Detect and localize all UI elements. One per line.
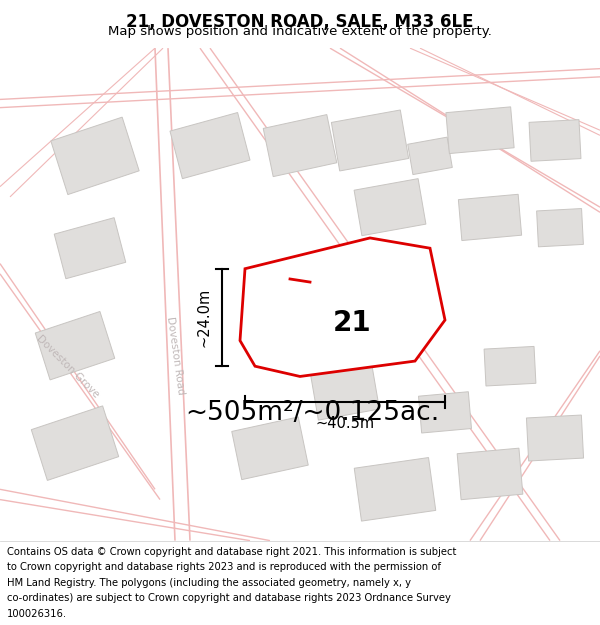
Polygon shape xyxy=(170,112,250,179)
Text: ~24.0m: ~24.0m xyxy=(197,288,212,347)
Polygon shape xyxy=(263,114,337,177)
Polygon shape xyxy=(331,110,409,171)
Polygon shape xyxy=(419,392,472,433)
Polygon shape xyxy=(526,415,584,461)
Polygon shape xyxy=(529,119,581,161)
Polygon shape xyxy=(311,364,379,420)
Text: Contains OS data © Crown copyright and database right 2021. This information is : Contains OS data © Crown copyright and d… xyxy=(7,546,457,556)
Polygon shape xyxy=(484,346,536,386)
Text: HM Land Registry. The polygons (including the associated geometry, namely x, y: HM Land Registry. The polygons (includin… xyxy=(7,578,411,587)
Text: 100026316.: 100026316. xyxy=(7,609,67,619)
Text: to Crown copyright and database rights 2023 and is reproduced with the permissio: to Crown copyright and database rights 2… xyxy=(7,562,441,572)
Polygon shape xyxy=(240,238,445,376)
Polygon shape xyxy=(354,179,426,236)
Polygon shape xyxy=(35,311,115,380)
Text: ~505m²/~0.125ac.: ~505m²/~0.125ac. xyxy=(185,399,439,426)
Text: Doveston Road: Doveston Road xyxy=(164,316,185,396)
Polygon shape xyxy=(446,107,514,154)
Polygon shape xyxy=(232,417,308,479)
Polygon shape xyxy=(354,458,436,521)
Text: 21, DOVESTON ROAD, SALE, M33 6LE: 21, DOVESTON ROAD, SALE, M33 6LE xyxy=(126,14,474,31)
Text: 21: 21 xyxy=(333,309,372,337)
Text: Map shows position and indicative extent of the property.: Map shows position and indicative extent… xyxy=(108,24,492,38)
Text: ~40.5m: ~40.5m xyxy=(316,416,374,431)
Polygon shape xyxy=(51,117,139,194)
Polygon shape xyxy=(457,448,523,500)
Polygon shape xyxy=(31,406,119,481)
Text: co-ordinates) are subject to Crown copyright and database rights 2023 Ordnance S: co-ordinates) are subject to Crown copyr… xyxy=(7,593,451,603)
Polygon shape xyxy=(458,194,521,241)
Text: Doveston Grove: Doveston Grove xyxy=(35,333,101,399)
Polygon shape xyxy=(54,217,126,279)
Polygon shape xyxy=(536,209,583,247)
Polygon shape xyxy=(407,137,452,174)
